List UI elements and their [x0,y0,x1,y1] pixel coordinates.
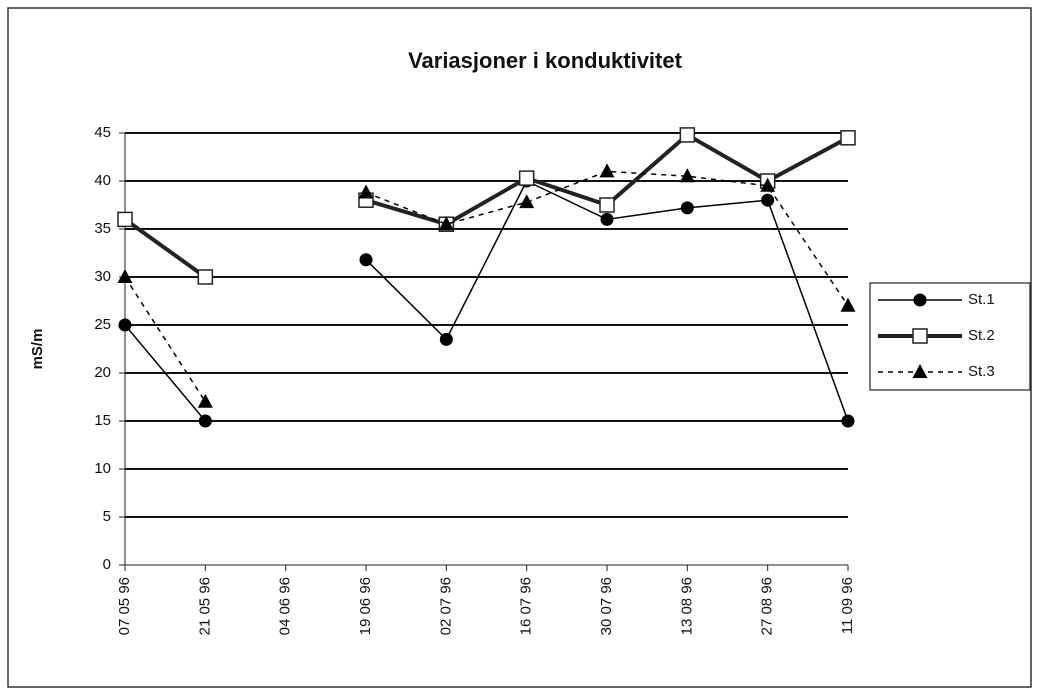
legend-label: St.3 [968,363,995,380]
x-tick-label: 07 05 96 [116,577,133,635]
marker [198,414,212,428]
y-tick-label: 45 [94,124,111,141]
marker [679,127,696,143]
marker [913,293,927,307]
marker [359,253,373,267]
marker [599,163,615,178]
marker [118,318,132,332]
y-tick-label: 20 [94,364,111,381]
frame [7,7,1032,688]
y-tick-label: 10 [94,460,111,477]
marker [912,364,928,378]
legend-label: St.1 [968,291,995,308]
marker [197,269,214,285]
marker [761,193,775,207]
marker [197,393,213,408]
chart-title: Variasjoner i konduktivitet [408,48,683,73]
marker [599,197,615,213]
marker [840,297,856,312]
y-tick-label: 40 [94,172,111,189]
y-tick-label: 30 [94,268,111,285]
marker [840,130,856,146]
x-tick-label: 27 08 96 [759,577,776,635]
x-tick-label: 30 07 96 [598,577,615,635]
marker [438,216,454,231]
marker [439,332,453,346]
marker [841,414,855,428]
y-tick-label: 0 [103,556,111,573]
legend-label: St.2 [968,327,995,344]
marker [600,212,614,226]
marker [358,184,374,199]
x-tick-label: 19 06 96 [357,577,374,635]
marker [680,201,694,215]
x-tick-label: 21 05 96 [196,577,213,635]
x-tick-label: 02 07 96 [437,577,454,635]
marker [117,269,133,283]
y-axis-label: mS/m [29,329,46,370]
series-line [124,170,849,403]
y-tick-label: 15 [94,412,111,429]
marker [117,211,133,228]
marker [518,170,535,186]
marker [519,194,535,209]
y-tick-label: 35 [94,220,111,237]
x-tick-label: 13 08 96 [678,577,695,635]
y-tick-label: 25 [94,316,111,333]
x-tick-label: 16 07 96 [518,577,535,635]
marker [760,177,776,192]
marker [679,168,695,183]
x-tick-label: 11 09 96 [839,577,856,634]
x-tick-label: 04 06 96 [277,577,294,635]
marker [912,328,928,344]
y-tick-label: 5 [103,508,111,525]
